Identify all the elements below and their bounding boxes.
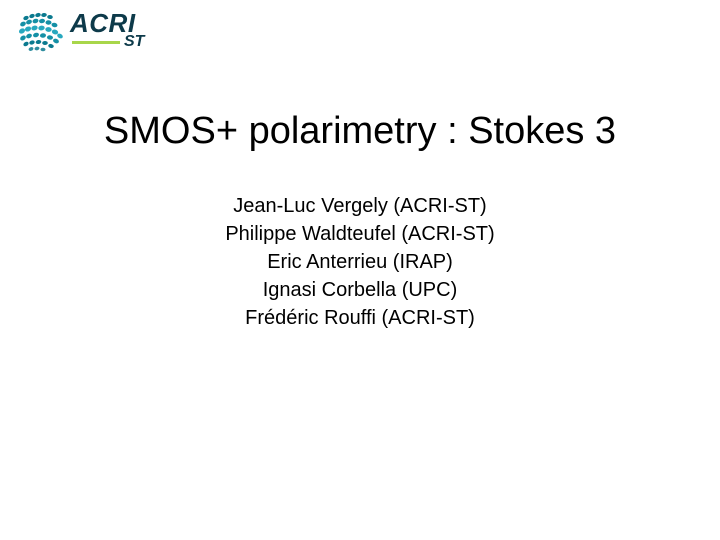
logo-brand-sub: ST xyxy=(124,34,144,50)
acri-st-logo: ACRI ST xyxy=(16,8,166,62)
logo-swirl-icon xyxy=(16,10,66,56)
logo-accent-line xyxy=(72,41,120,44)
author-line: Ignasi Corbella (UPC) xyxy=(0,276,720,304)
author-line: Frédéric Rouffi (ACRI-ST) xyxy=(0,304,720,332)
author-line: Eric Anterrieu (IRAP) xyxy=(0,248,720,276)
author-line: Philippe Waldteufel (ACRI-ST) xyxy=(0,220,720,248)
slide-title: SMOS+ polarimetry : Stokes 3 xyxy=(0,110,720,153)
author-line: Jean-Luc Vergely (ACRI-ST) xyxy=(0,192,720,220)
logo-text: ACRI ST xyxy=(70,10,144,50)
author-list: Jean-Luc Vergely (ACRI-ST) Philippe Wald… xyxy=(0,192,720,332)
